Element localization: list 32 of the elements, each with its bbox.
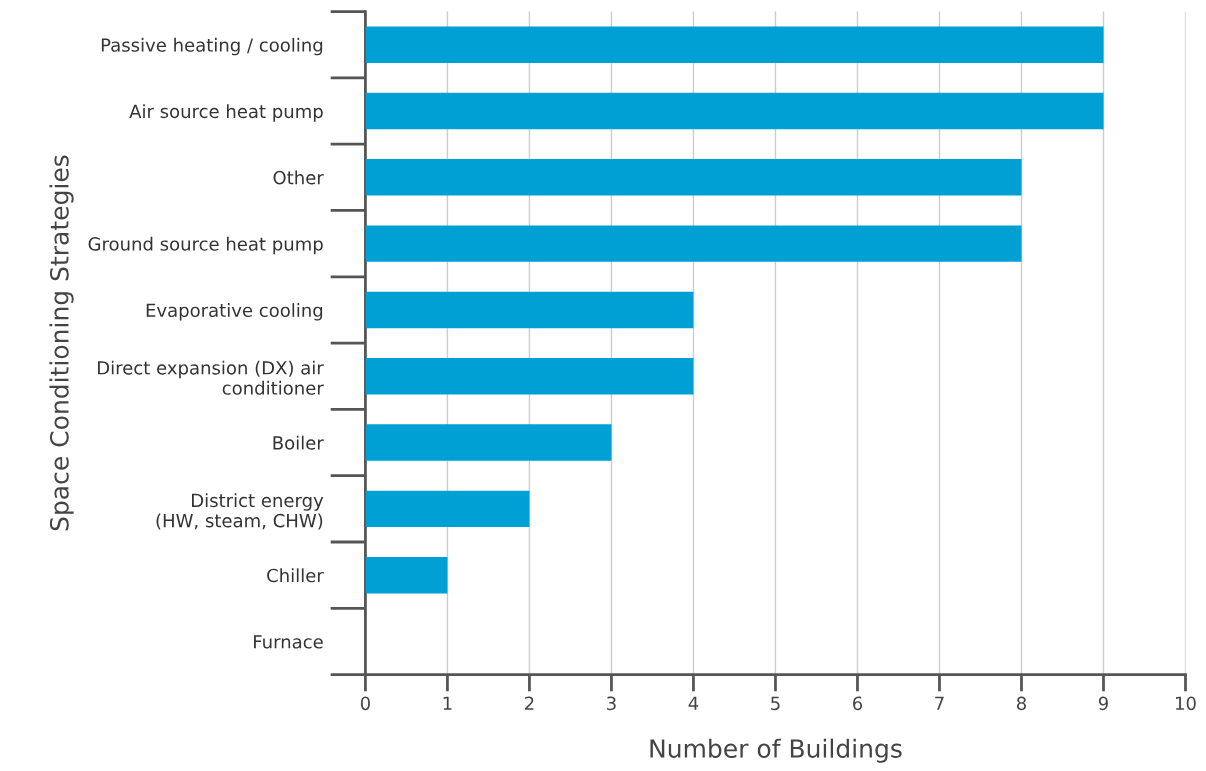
x-tick-label: 0 bbox=[360, 696, 370, 711]
x-tick-label: 8 bbox=[1016, 696, 1026, 711]
y-tick-label: Boiler bbox=[273, 435, 324, 450]
x-tick-label: 5 bbox=[771, 696, 780, 711]
y-tick-label: District energy (HW, steam, CHW) bbox=[156, 493, 324, 530]
bar bbox=[365, 490, 530, 528]
y-tick-label: Other bbox=[273, 170, 324, 185]
y-tick-label: Direct expansion (DX) air conditioner bbox=[98, 360, 324, 395]
bar bbox=[365, 92, 1104, 130]
x-tick-label: 10 bbox=[1175, 696, 1196, 711]
x-tick-label: 1 bbox=[443, 696, 452, 710]
y-tick-label: Ground source heat pump bbox=[88, 236, 323, 255]
bar bbox=[365, 291, 694, 329]
bar bbox=[365, 358, 694, 395]
bar bbox=[365, 556, 448, 594]
y-tick-label: Furnace bbox=[254, 635, 323, 649]
y-tick-label: Evaporative cooling bbox=[146, 303, 323, 321]
bar bbox=[365, 225, 1022, 262]
y-tick-label: Chiller bbox=[267, 568, 324, 583]
y-axis-title: Space Conditioning Strategies bbox=[49, 155, 74, 531]
y-tick-label: Air source heat pump bbox=[129, 104, 323, 122]
x-tick-label: 2 bbox=[525, 696, 534, 710]
x-tick-label: 3 bbox=[607, 696, 616, 711]
x-tick-label: 4 bbox=[688, 696, 699, 710]
x-axis-title: Number of Buildings bbox=[650, 738, 902, 763]
bar bbox=[365, 26, 1104, 63]
x-tick-label: 6 bbox=[852, 696, 863, 711]
x-tick-label: 7 bbox=[935, 696, 944, 710]
bar bbox=[365, 159, 1022, 196]
bar bbox=[365, 424, 612, 461]
y-tick-label: Passive heating / cooling bbox=[101, 37, 323, 56]
x-tick-label: 9 bbox=[1098, 696, 1108, 711]
